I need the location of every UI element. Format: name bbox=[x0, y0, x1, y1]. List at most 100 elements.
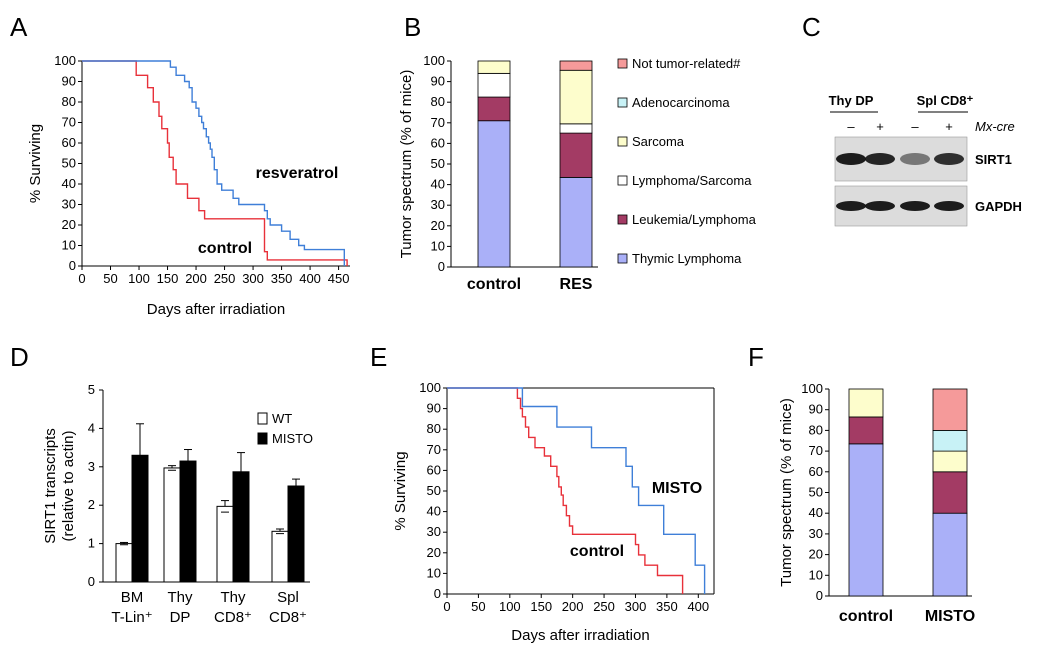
x-axis-label: Days after irradiation bbox=[147, 301, 285, 318]
y-tick-label: 10 bbox=[809, 567, 823, 582]
bar-segment bbox=[848, 388, 884, 418]
blot-band bbox=[934, 201, 964, 211]
category-label-line2: DP bbox=[170, 609, 191, 626]
y-tick-label: 40 bbox=[431, 177, 445, 192]
y-axis-label: Tumor spectrum (% of mice) bbox=[778, 398, 795, 587]
category-label-line1: Spl bbox=[277, 589, 299, 606]
legend-label: Not tumor-related# bbox=[632, 56, 741, 71]
panel-label-e: E bbox=[370, 342, 387, 372]
category-label-line1: Thy bbox=[167, 589, 193, 606]
category-label: control bbox=[467, 276, 521, 293]
blot-band bbox=[900, 201, 930, 211]
y-tick-label: 40 bbox=[427, 504, 441, 519]
x-tick-label: 300 bbox=[625, 599, 647, 614]
survival-curve-control bbox=[82, 60, 348, 266]
blot-band bbox=[865, 153, 895, 165]
category-label-line2: CD8⁺ bbox=[214, 609, 252, 626]
x-tick-label: 50 bbox=[471, 599, 485, 614]
x-tick-label: 150 bbox=[157, 271, 179, 286]
bar-misto bbox=[232, 471, 250, 583]
panel-label-d: D bbox=[10, 342, 29, 372]
blot-band bbox=[865, 201, 895, 211]
blot-group-label: Spl CD8⁺ bbox=[917, 93, 974, 108]
y-tick-label: 10 bbox=[427, 565, 441, 580]
y-tick-label: 0 bbox=[88, 574, 95, 589]
blot-band-label: SIRT1 bbox=[975, 152, 1012, 167]
bar-wt bbox=[115, 543, 133, 583]
bar-segment bbox=[559, 132, 593, 178]
legend-label: Thymic Lymphoma bbox=[632, 251, 742, 266]
y-tick-label: 0 bbox=[434, 586, 441, 601]
y-tick-label: 10 bbox=[431, 238, 445, 253]
y-tick-label: 20 bbox=[809, 547, 823, 562]
genotype-label: Mx-cre bbox=[975, 119, 1015, 134]
bar-segment bbox=[932, 471, 968, 514]
category-label: RES bbox=[560, 276, 593, 293]
y-tick-label: 50 bbox=[62, 156, 76, 171]
y-tick-label: 70 bbox=[431, 115, 445, 130]
blot-group-label: Thy DP bbox=[829, 93, 874, 108]
legend-swatch bbox=[617, 136, 628, 147]
panel-a-survival-chart: 0 10 20 30 40 50 60 70 80 90 100 0 50 100 150 200 250 300… bbox=[27, 53, 350, 318]
bar-wt bbox=[163, 467, 181, 583]
y-tick-label: 2 bbox=[88, 497, 95, 512]
x-tick-label: 450 bbox=[328, 271, 350, 286]
legend-swatch bbox=[617, 214, 628, 225]
x-tick-label: 400 bbox=[299, 271, 321, 286]
y-tick-label: 0 bbox=[816, 588, 823, 603]
bar-segment bbox=[932, 512, 968, 597]
bar-segment bbox=[932, 450, 968, 473]
panel-e-survival-chart: 0 10 20 30 40 50 60 70 80 90 100 0 50 100 150 200 250 300… bbox=[392, 380, 715, 644]
bar-segment bbox=[932, 388, 968, 431]
bar-segment bbox=[477, 96, 511, 122]
x-tick-label: 350 bbox=[271, 271, 293, 286]
y-tick-label: 30 bbox=[809, 526, 823, 541]
x-tick-label: 0 bbox=[443, 599, 450, 614]
legend-label: Sarcoma bbox=[632, 134, 685, 149]
bar-segment bbox=[559, 176, 593, 268]
y-tick-label: 40 bbox=[62, 176, 76, 191]
series-label-control: control bbox=[570, 543, 624, 560]
y-tick-label: 90 bbox=[809, 402, 823, 417]
x-tick-label: 150 bbox=[530, 599, 552, 614]
survival-curve-misto bbox=[447, 387, 706, 594]
y-tick-label: 30 bbox=[431, 197, 445, 212]
y-axis-label: % Surviving bbox=[392, 451, 409, 530]
y-tick-label: 100 bbox=[54, 53, 76, 68]
x-tick-label: 250 bbox=[214, 271, 236, 286]
y-tick-label: 80 bbox=[427, 421, 441, 436]
y-axis-label-line1: SIRT1 transcripts bbox=[42, 428, 59, 544]
y-tick-label: 80 bbox=[62, 94, 76, 109]
x-tick-label: 100 bbox=[128, 271, 150, 286]
category-label-line1: Thy bbox=[220, 589, 246, 606]
genotype-sign: – bbox=[911, 119, 919, 134]
legend-label: Adenocarcinoma bbox=[632, 95, 730, 110]
series-label-resveratrol: resveratrol bbox=[256, 165, 339, 182]
blot-band bbox=[900, 153, 930, 165]
panel-d-transcript-chart: 0 1 2 3 4 5 SIRT1 transcripts (relative to acti… bbox=[42, 382, 313, 626]
genotype-sign: + bbox=[945, 119, 953, 134]
panel-label-a: A bbox=[10, 12, 28, 42]
y-tick-label: 1 bbox=[88, 536, 95, 551]
bar-misto bbox=[131, 454, 149, 583]
panel-c-western-blot: Thy DP Spl CD8⁺ – + – + Mx-cre SIRT1 GAPDH bbox=[829, 93, 1022, 227]
y-tick-label: 70 bbox=[62, 115, 76, 130]
y-tick-label: 10 bbox=[62, 238, 76, 253]
y-tick-label: 60 bbox=[427, 462, 441, 477]
y-tick-label: 20 bbox=[431, 218, 445, 233]
bar-wt bbox=[216, 505, 234, 583]
x-tick-label: 0 bbox=[78, 271, 85, 286]
panel-label-f: F bbox=[748, 342, 764, 372]
y-tick-label: 40 bbox=[809, 505, 823, 520]
y-tick-label: 60 bbox=[809, 464, 823, 479]
bar-segment bbox=[559, 69, 593, 125]
category-label: control bbox=[839, 608, 893, 625]
panel-b-tumor-spectrum-chart: 0 10 20 30 40 50 60 70 80 90 100 Tumor spectrum (% … bbox=[398, 53, 757, 293]
blot-band bbox=[836, 153, 866, 165]
x-axis-label: Days after irradiation bbox=[511, 627, 649, 644]
y-tick-label: 0 bbox=[438, 259, 445, 274]
genotype-sign: + bbox=[876, 119, 884, 134]
series-label-control: control bbox=[198, 240, 252, 257]
y-tick-label: 90 bbox=[62, 74, 76, 89]
